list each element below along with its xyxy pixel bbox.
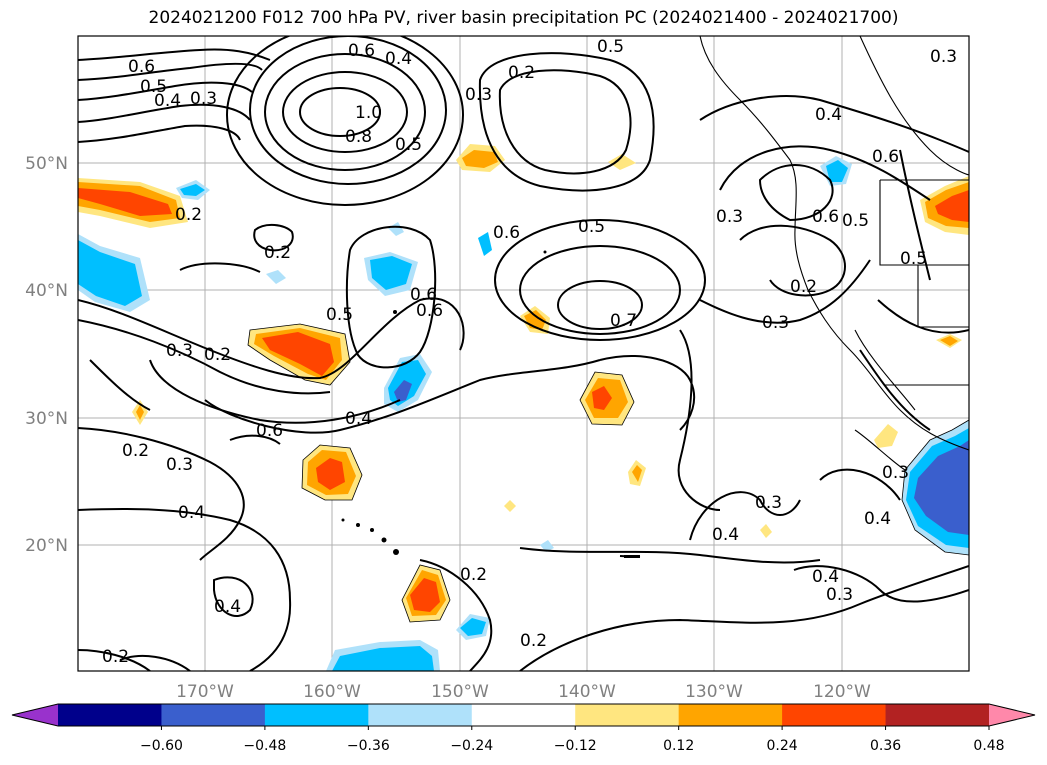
- contour-label: 0.6: [493, 223, 520, 243]
- contour-label: 0.2: [102, 647, 129, 667]
- islands: [341, 250, 640, 558]
- colorbar-tick-label: −0.12: [554, 738, 597, 754]
- contour-label: 0.6: [128, 57, 155, 77]
- contour-label: 0.5: [578, 217, 605, 237]
- lat-label-20n: 20°N: [25, 536, 68, 556]
- colorbar-tick-label: −0.60: [140, 738, 183, 754]
- colorbar-outline: [11, 703, 1036, 727]
- contour-label: 0.4: [812, 567, 839, 587]
- colorbar-tick-label: −0.36: [347, 738, 390, 754]
- contour-label: 0.8: [345, 127, 372, 147]
- lon-label-120w: 120°W: [813, 682, 871, 702]
- colorbar-tick-label: 0.36: [870, 738, 901, 754]
- colorbar-cell: [368, 704, 473, 726]
- colorbar-tick-label: 0.12: [663, 738, 694, 754]
- contour-label: 0.2: [175, 205, 202, 225]
- contour-label: 0.2: [122, 441, 149, 461]
- colorbar-cell: [161, 704, 266, 726]
- pv-contours: [78, 36, 969, 671]
- contour-label: 0.3: [755, 493, 782, 513]
- colorbar-tick-label: −0.48: [243, 738, 286, 754]
- colorbar-extend-low: [12, 704, 58, 726]
- contour-label: 0.2: [204, 345, 231, 365]
- contour-label: 0.3: [930, 47, 957, 67]
- contour-label: 0.5: [597, 37, 624, 57]
- map-frame: [77, 35, 970, 672]
- contour-label: 0.3: [716, 207, 743, 227]
- colorbar-cell: [782, 704, 887, 726]
- colorbar-tick-label: −0.24: [450, 738, 493, 754]
- contour-label: 0.4: [345, 409, 372, 429]
- contour-label: 0.3: [190, 89, 217, 109]
- colorbar-cell: [58, 704, 162, 726]
- contour-label: 0.4: [385, 49, 412, 69]
- colorbar: −0.60 −0.48 −0.36 −0.24 −0.12 0.12 0.24 0.36 0.4…: [11, 703, 1036, 754]
- contour-label: 0.6: [256, 421, 283, 441]
- lat-label-50n: 50°N: [25, 154, 68, 174]
- contour-label: 0.3: [166, 341, 193, 361]
- contour-labels: 0.6 0.5 0.4 0.3 0.6 0.4 1.0 0.8 0.5 0.3 …: [102, 37, 957, 667]
- colorbar-tick-label: 0.48: [973, 738, 1004, 754]
- map-title: 2024021200 F012 700 hPa PV, river basin …: [148, 8, 899, 28]
- contour-label: 0.3: [762, 313, 789, 333]
- colorbar-tick-label: 0.24: [767, 738, 798, 754]
- contour-label: 0.2: [264, 243, 291, 263]
- contour-label: 0.6: [348, 41, 375, 61]
- contour-label: 0.4: [154, 91, 181, 111]
- contour-label: 0.3: [166, 455, 193, 475]
- contour-label: 0.5: [842, 211, 869, 231]
- contour-label: 0.2: [520, 631, 547, 651]
- lon-label-130w: 130°W: [685, 682, 743, 702]
- lat-label-30n: 30°N: [25, 409, 68, 429]
- contour-label: 0.5: [395, 135, 422, 155]
- contour-label: 0.2: [790, 277, 817, 297]
- lon-label-170w: 170°W: [176, 682, 234, 702]
- colorbar-cell: [678, 704, 783, 726]
- contour-label: 0.3: [465, 85, 492, 105]
- contour-label: 0.5: [326, 305, 353, 325]
- lon-label-150w: 150°W: [431, 682, 489, 702]
- contour-label: 0.3: [826, 585, 853, 605]
- contour-label: 0.6: [872, 147, 899, 167]
- coastlines: [699, 36, 969, 471]
- colorbar-cell: [471, 704, 576, 726]
- colorbar-extend-high: [989, 704, 1035, 726]
- contour-label: 0.2: [460, 565, 487, 585]
- contour-label: 0.7: [610, 311, 637, 331]
- contour-label: 0.6: [812, 207, 839, 227]
- colorbar-cell: [885, 704, 990, 726]
- contour-label: 0.4: [864, 509, 891, 529]
- contour-label: 0.4: [178, 503, 205, 523]
- contour-label: 0.6: [410, 285, 437, 305]
- contour-label: 1.0: [355, 103, 382, 123]
- contour-label: 0.5: [900, 249, 927, 269]
- contour-label: 0.2: [508, 63, 535, 83]
- contour-label: 0.3: [882, 463, 909, 483]
- lat-label-40n: 40°N: [25, 281, 68, 301]
- precip-shading: [78, 144, 969, 671]
- contour-label: 0.4: [712, 525, 739, 545]
- contour-label: 0.4: [214, 597, 241, 617]
- contour-label: 0.5: [140, 77, 167, 97]
- contour-label: 0.4: [815, 105, 842, 125]
- lon-label-160w: 160°W: [303, 682, 361, 702]
- lon-label-140w: 140°W: [558, 682, 616, 702]
- colorbar-cell: [575, 704, 680, 726]
- contour-label: 0.6: [416, 301, 443, 321]
- colorbar-cell: [264, 704, 369, 726]
